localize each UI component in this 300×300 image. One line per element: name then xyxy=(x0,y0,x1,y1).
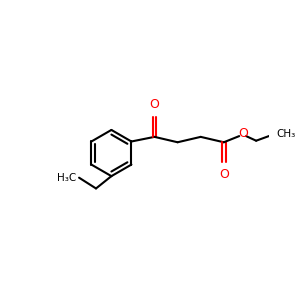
Text: H₃C: H₃C xyxy=(58,173,77,183)
Text: O: O xyxy=(238,127,248,140)
Text: O: O xyxy=(219,168,229,181)
Text: O: O xyxy=(150,98,159,112)
Text: CH₃: CH₃ xyxy=(276,129,296,139)
